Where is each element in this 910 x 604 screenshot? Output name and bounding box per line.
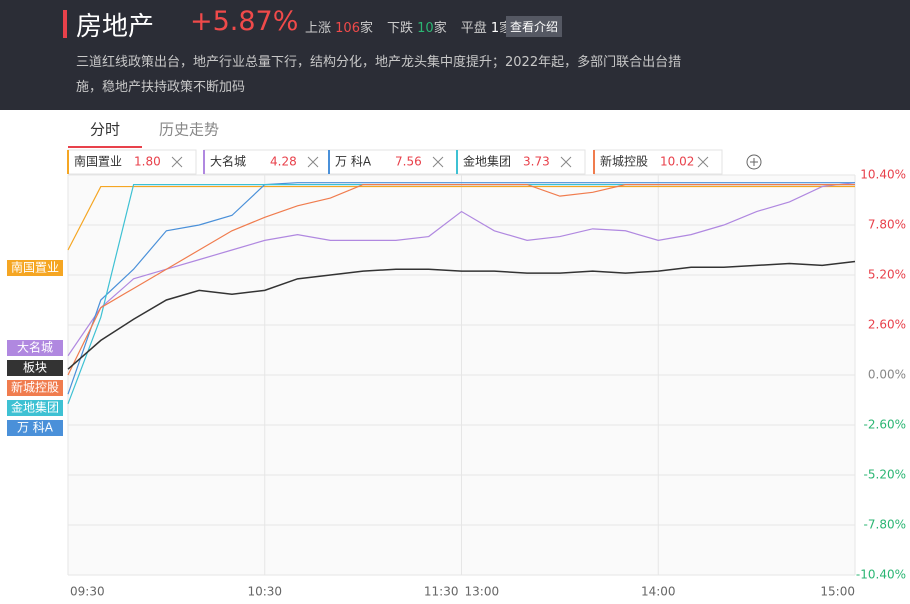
side-label-text: 新城控股 bbox=[11, 380, 59, 395]
chart: 分时 历史走势 10.40% 7.80% 5.20% 2.60% 0.00% -2.60%… bbox=[0, 110, 910, 604]
chip-box bbox=[456, 149, 586, 175]
accent-bar bbox=[63, 10, 67, 38]
side-label: 大名城 bbox=[7, 340, 63, 356]
stat-unit: 家 bbox=[359, 21, 373, 36]
chip-box bbox=[203, 149, 333, 175]
side-label: 万 科A bbox=[7, 420, 63, 436]
stat-count: 106 bbox=[335, 21, 360, 36]
side-label-text: 南国置业 bbox=[11, 260, 59, 275]
side-label-bg bbox=[7, 260, 63, 276]
add-button[interactable] bbox=[746, 154, 762, 170]
side-label-bg bbox=[7, 420, 63, 436]
x-tick-label: 14:00 bbox=[641, 585, 676, 599]
series-line bbox=[67, 182, 855, 395]
chip-quote: 10.02 bbox=[660, 155, 694, 169]
chip-close[interactable] bbox=[697, 156, 709, 168]
stock-chip[interactable]: 万 科A 7.56 bbox=[328, 149, 458, 175]
stat-unit: 家 bbox=[433, 21, 447, 36]
chip-close[interactable] bbox=[171, 156, 183, 168]
stock-chip[interactable]: 金地集团 3.73 bbox=[456, 149, 586, 175]
side-label-bg bbox=[7, 400, 63, 416]
chip-quote: 1.80 bbox=[134, 155, 161, 169]
chip-quote: 7.56 bbox=[395, 155, 422, 169]
series-line bbox=[67, 185, 855, 251]
side-label-bg bbox=[7, 340, 63, 356]
side-label-bg bbox=[7, 380, 63, 396]
stat: 下跌 10家 bbox=[387, 21, 447, 36]
side-label: 南国置业 bbox=[7, 260, 63, 276]
x-tick-label: 15:00 bbox=[820, 585, 855, 599]
x-tick-label: 09:30 bbox=[70, 585, 105, 599]
y-tick-label: 2.60% bbox=[868, 318, 906, 332]
y-tick-label: 10.40% bbox=[860, 168, 906, 182]
x-tick-label: 10:30 bbox=[247, 585, 282, 599]
stock-chip[interactable]: 大名城 4.28 bbox=[203, 149, 333, 175]
title: 房地产 bbox=[76, 12, 155, 42]
chip-quote: 3.73 bbox=[523, 155, 550, 169]
tab[interactable]: 历史走势 bbox=[159, 121, 219, 139]
side-label-text: 板块 bbox=[23, 361, 47, 375]
chip-name: 南国置业 bbox=[74, 154, 122, 169]
y-tick-label: -7.80% bbox=[864, 518, 906, 532]
y-tick-label: 5.20% bbox=[868, 268, 906, 282]
series-line bbox=[67, 182, 856, 357]
chip-name: 新城控股 bbox=[600, 154, 648, 169]
stat: 平盘 1家 bbox=[461, 21, 512, 36]
chip-close[interactable] bbox=[307, 156, 319, 168]
y-tick-label: -10.40% bbox=[856, 568, 906, 582]
x-tick-label: 11:30 bbox=[424, 585, 459, 599]
stat-count: 1 bbox=[490, 21, 500, 36]
side-label: 金地集团 bbox=[7, 400, 63, 416]
chip-close[interactable] bbox=[560, 156, 572, 168]
y-tick-label: -5.20% bbox=[864, 468, 906, 482]
stat: 上涨 106家 bbox=[305, 21, 373, 36]
chip-name: 金地集团 bbox=[463, 154, 511, 169]
side-label: 板块 bbox=[7, 360, 63, 376]
description: 三道红线政策出台，地产行业总量下行，结构分化，地产龙头集中度提升；2022年起，… bbox=[76, 55, 682, 95]
chip-box bbox=[67, 149, 197, 175]
y-tick-label: -2.60% bbox=[864, 418, 906, 432]
stat-label: 上涨 bbox=[305, 21, 332, 36]
series-line bbox=[67, 260, 856, 370]
chip-close[interactable] bbox=[432, 156, 444, 168]
chip-name: 大名城 bbox=[210, 154, 246, 169]
stock-chip[interactable]: 南国置业 1.80 bbox=[67, 149, 197, 175]
stat-count: 10 bbox=[417, 21, 434, 36]
series-line bbox=[67, 184, 855, 376]
y-tick-label: 7.80% bbox=[868, 218, 906, 232]
stat-label: 下跌 bbox=[387, 21, 414, 36]
chip-box bbox=[328, 149, 458, 175]
chip-name: 万 科A bbox=[335, 155, 372, 169]
chip-quote: 4.28 bbox=[270, 155, 297, 169]
change: +5.87% bbox=[190, 6, 299, 37]
side-label-text: 大名城 bbox=[17, 340, 53, 355]
stock-chip[interactable]: 新城控股 10.02 bbox=[593, 149, 723, 175]
y-tick-label: 0.00% bbox=[868, 368, 906, 382]
side-label-text: 万 科A bbox=[17, 421, 54, 435]
chip-box bbox=[593, 149, 723, 175]
side-label: 新城控股 bbox=[7, 380, 63, 396]
x-tick-label: 13:00 bbox=[465, 585, 500, 599]
tab[interactable]: 分时 bbox=[90, 121, 120, 139]
intro-button[interactable]: 查看介绍 bbox=[506, 16, 563, 37]
stat-label: 平盘 bbox=[460, 21, 487, 36]
side-label-text: 金地集团 bbox=[11, 400, 59, 415]
side-label-bg bbox=[7, 360, 63, 376]
